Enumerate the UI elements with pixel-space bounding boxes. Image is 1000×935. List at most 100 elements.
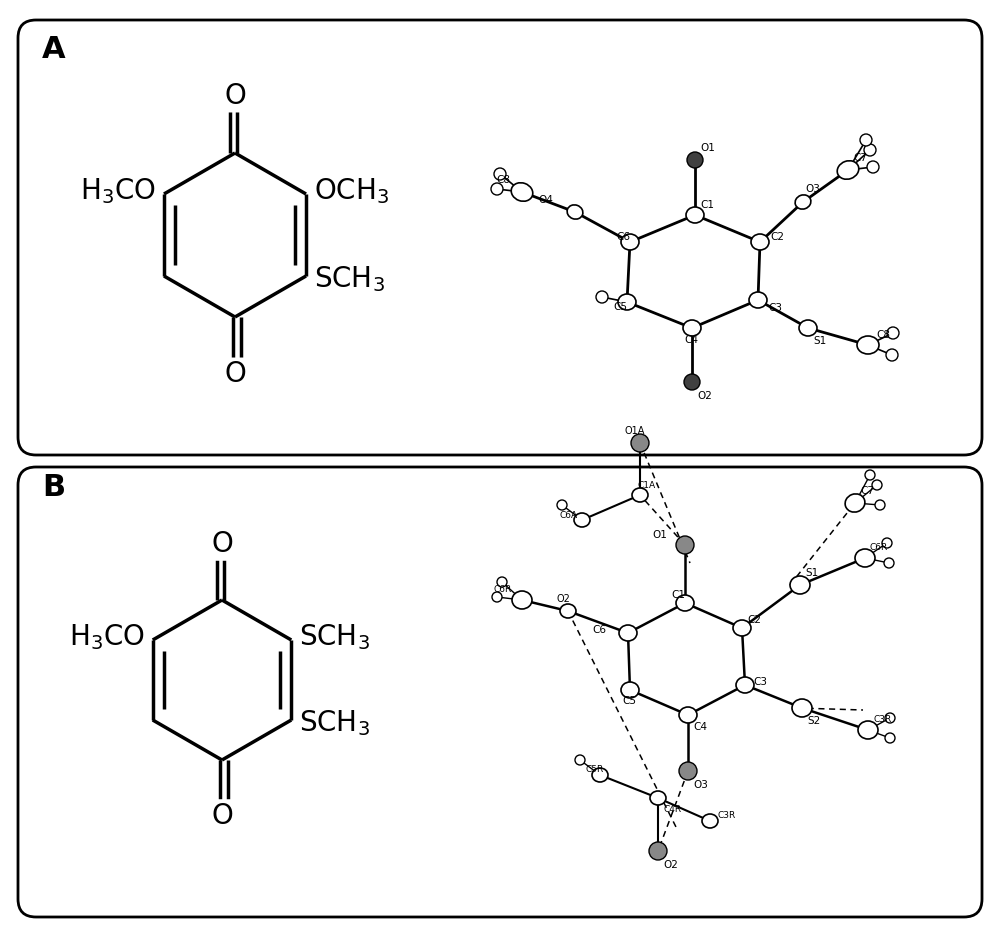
Circle shape — [885, 733, 895, 743]
Text: C3: C3 — [753, 677, 767, 687]
Circle shape — [865, 470, 875, 480]
Ellipse shape — [686, 207, 704, 223]
FancyBboxPatch shape — [18, 20, 982, 455]
Circle shape — [497, 577, 507, 587]
Ellipse shape — [792, 699, 812, 717]
Text: S2: S2 — [807, 716, 820, 726]
Circle shape — [575, 755, 585, 765]
Text: C3: C3 — [768, 303, 782, 313]
Text: $\mathsf{SCH_3}$: $\mathsf{SCH_3}$ — [299, 708, 370, 738]
Ellipse shape — [795, 194, 811, 209]
Text: $\mathsf{H_3CO}$: $\mathsf{H_3CO}$ — [80, 176, 156, 206]
Ellipse shape — [621, 682, 639, 698]
Circle shape — [882, 538, 892, 548]
Text: C7: C7 — [860, 486, 874, 496]
Text: O3: O3 — [693, 780, 708, 790]
Circle shape — [872, 480, 882, 490]
Text: O: O — [224, 81, 246, 109]
Text: O4: O4 — [538, 195, 553, 205]
Text: C3R: C3R — [718, 812, 736, 821]
Ellipse shape — [560, 604, 576, 618]
Text: C7: C7 — [853, 153, 867, 163]
Ellipse shape — [676, 536, 694, 554]
FancyBboxPatch shape — [18, 467, 982, 917]
Ellipse shape — [592, 768, 608, 782]
Text: C5: C5 — [613, 302, 627, 312]
Text: C6R: C6R — [494, 585, 512, 595]
Ellipse shape — [799, 320, 817, 336]
Text: O2: O2 — [697, 391, 712, 401]
Ellipse shape — [845, 494, 865, 512]
Text: S1: S1 — [813, 336, 826, 346]
Text: C3R: C3R — [873, 715, 891, 725]
Ellipse shape — [649, 842, 667, 860]
Ellipse shape — [632, 488, 648, 502]
Text: O1: O1 — [700, 143, 715, 153]
Text: O: O — [211, 530, 233, 558]
Ellipse shape — [855, 549, 875, 567]
Circle shape — [886, 349, 898, 361]
Ellipse shape — [749, 292, 767, 308]
Circle shape — [864, 144, 876, 156]
Circle shape — [860, 134, 872, 146]
Text: O3: O3 — [805, 184, 820, 194]
Text: C5: C5 — [622, 696, 636, 706]
Ellipse shape — [751, 234, 769, 250]
Ellipse shape — [676, 595, 694, 611]
Text: O2: O2 — [663, 860, 678, 870]
Text: O: O — [224, 360, 246, 388]
Ellipse shape — [621, 234, 639, 250]
Ellipse shape — [650, 791, 666, 805]
Text: $\mathsf{SCH_3}$: $\mathsf{SCH_3}$ — [299, 622, 370, 652]
Text: C1A: C1A — [637, 481, 655, 490]
Ellipse shape — [683, 320, 701, 336]
Text: O2: O2 — [556, 594, 570, 604]
Circle shape — [494, 168, 506, 180]
Ellipse shape — [702, 814, 718, 828]
Text: A: A — [42, 35, 66, 64]
Ellipse shape — [857, 336, 879, 354]
Text: C8: C8 — [876, 330, 890, 340]
Text: C8: C8 — [496, 175, 510, 185]
Ellipse shape — [684, 374, 700, 390]
Ellipse shape — [512, 591, 532, 609]
Text: $\mathsf{OCH_3}$: $\mathsf{OCH_3}$ — [314, 176, 389, 206]
Ellipse shape — [837, 161, 859, 180]
Ellipse shape — [679, 707, 697, 723]
Ellipse shape — [574, 513, 590, 527]
Circle shape — [491, 183, 503, 195]
Text: C2: C2 — [747, 615, 761, 625]
Circle shape — [885, 713, 895, 723]
Ellipse shape — [687, 152, 703, 168]
Text: C4: C4 — [684, 335, 698, 345]
Circle shape — [867, 161, 879, 173]
Text: C6: C6 — [616, 232, 630, 242]
Text: $\mathsf{H_3CO}$: $\mathsf{H_3CO}$ — [69, 622, 145, 652]
Circle shape — [884, 558, 894, 568]
Ellipse shape — [511, 182, 533, 201]
Text: C4R: C4R — [663, 804, 681, 813]
Ellipse shape — [567, 205, 583, 219]
Text: C2: C2 — [770, 232, 784, 242]
Ellipse shape — [618, 294, 636, 310]
Ellipse shape — [858, 721, 878, 739]
Circle shape — [596, 291, 608, 303]
Text: B: B — [42, 473, 65, 502]
Ellipse shape — [619, 625, 637, 641]
Circle shape — [875, 500, 885, 510]
Ellipse shape — [679, 762, 697, 780]
Text: $\mathsf{SCH_3}$: $\mathsf{SCH_3}$ — [314, 264, 385, 294]
Text: S1: S1 — [805, 568, 818, 578]
Circle shape — [887, 327, 899, 339]
Text: C4: C4 — [693, 722, 707, 732]
Text: C6A: C6A — [560, 511, 578, 520]
Text: C1: C1 — [671, 590, 685, 600]
Text: O1: O1 — [652, 530, 667, 540]
Ellipse shape — [790, 576, 810, 594]
Text: O1A: O1A — [625, 426, 645, 436]
Text: C1: C1 — [700, 200, 714, 210]
Ellipse shape — [631, 434, 649, 452]
Text: O: O — [211, 802, 233, 830]
Text: C6: C6 — [592, 625, 606, 635]
Circle shape — [492, 592, 502, 602]
